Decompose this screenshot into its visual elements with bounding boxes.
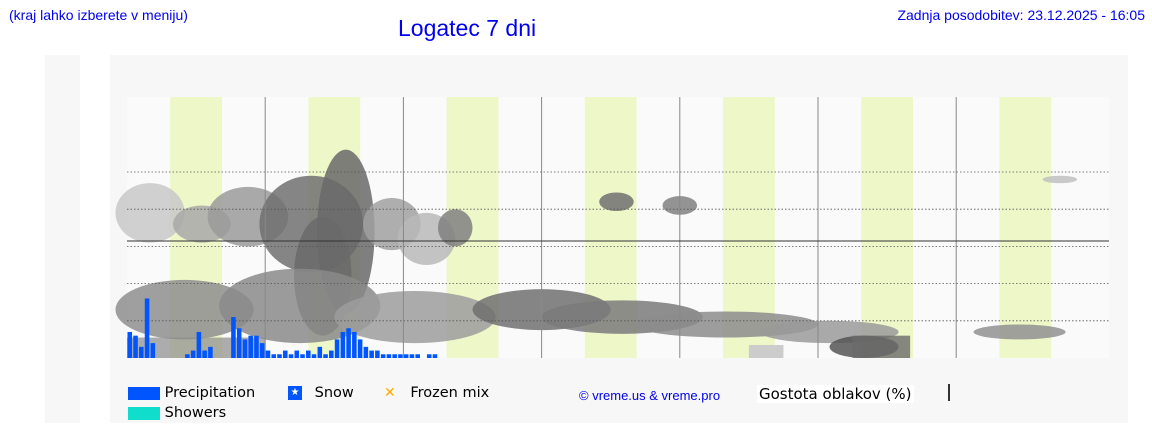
precip-bar (403, 354, 409, 358)
precip-bar (380, 354, 386, 358)
cloud-density-layer (115, 149, 1078, 358)
precip-bar (392, 354, 397, 358)
precip-bar (277, 354, 282, 358)
precip-bar (294, 350, 300, 358)
precip-bar (317, 346, 323, 358)
precip-bar (426, 354, 432, 358)
precip-bar (306, 350, 311, 358)
daylight-band (861, 97, 914, 358)
page-title: Logatec 7 dni (398, 15, 537, 41)
precip-bar (329, 350, 334, 358)
legend-precipitation: Precipitation (128, 385, 255, 401)
precip-bar (127, 331, 133, 358)
precip-bar (139, 346, 144, 358)
precip-bar (375, 350, 380, 358)
precip-bar (282, 350, 288, 358)
precip-bar (185, 354, 190, 358)
legend-snow-label: Snow (314, 385, 354, 401)
legend-frozen-mix-label: Frozen mix (410, 385, 490, 401)
precip-bar (265, 350, 271, 358)
precip-bar (363, 346, 369, 358)
last-updated: Zadnja posodobitev: 23.12.2025 - 16:05 (897, 7, 1145, 23)
temp-axis-panel (45, 55, 80, 423)
precip-bar (357, 339, 363, 358)
legend-frozen-mix: ✕ Frozen mix (384, 385, 489, 401)
daylight-band (999, 97, 1052, 358)
showers-swatch (128, 406, 160, 420)
precip-bar (236, 328, 242, 358)
precip-bar (352, 331, 357, 358)
precip-bar (409, 354, 415, 358)
precip-bar (196, 331, 202, 358)
precip-bar (144, 298, 150, 358)
precip-bar (415, 354, 420, 358)
precip-bar (340, 331, 346, 358)
precip-bar (323, 354, 328, 358)
precip-bar (369, 350, 374, 358)
precip-bar (311, 354, 317, 358)
precip-bar (150, 343, 156, 358)
precip-bar (248, 335, 253, 358)
precip-bar (288, 354, 294, 358)
precip-bar (242, 339, 248, 358)
precip-bar (300, 354, 305, 358)
precip-bar (202, 350, 207, 358)
legend-showers-label: Showers (164, 405, 227, 421)
cloud-density-scale (948, 384, 950, 401)
credit-link[interactable]: © vreme.us & vreme.pro (579, 388, 721, 403)
precip-bar (231, 317, 236, 358)
legend-precipitation-label: Precipitation (164, 385, 256, 401)
precip-bar (254, 335, 259, 358)
precip-bar (386, 354, 392, 358)
legend-showers: Showers (128, 405, 226, 421)
precip-bar (190, 350, 196, 358)
precip-bar (346, 328, 351, 358)
precip-bar (334, 339, 340, 358)
precip-bar (208, 346, 213, 358)
precip-bar (259, 343, 265, 358)
legend-snow: ★ Snow (288, 385, 354, 401)
precip-bar (271, 354, 277, 358)
frozen-mix-icon: ✕ (384, 385, 396, 401)
precipitation-swatch (128, 386, 160, 400)
precip-bar (133, 335, 138, 358)
snow-icon: ★ (288, 386, 302, 400)
precip-bar (398, 354, 403, 358)
cloud-density-title: Gostota oblakov (%) (757, 385, 914, 403)
precip-bar (432, 354, 438, 358)
region-hint[interactable]: (kraj lahko izberete v meniju) (9, 7, 188, 23)
